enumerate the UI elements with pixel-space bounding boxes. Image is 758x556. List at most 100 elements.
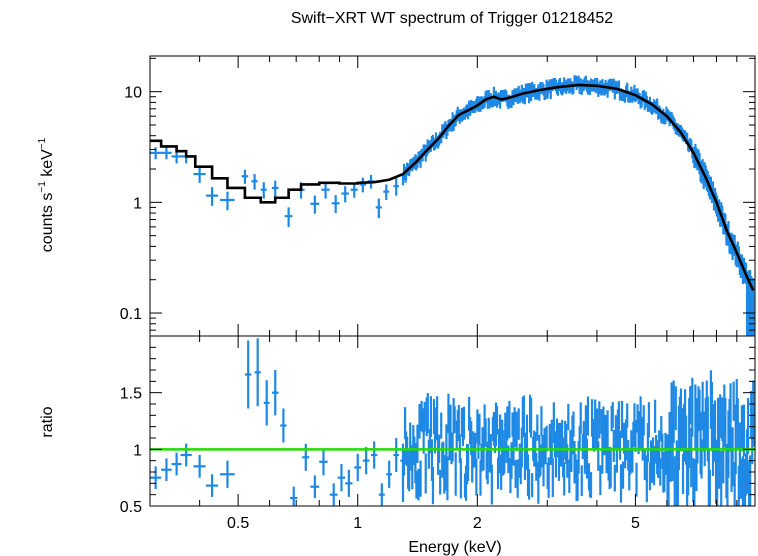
data-point bbox=[402, 450, 406, 476]
data-point bbox=[426, 393, 429, 434]
data-point bbox=[506, 406, 509, 441]
data-point bbox=[337, 464, 346, 492]
data-point bbox=[563, 462, 566, 496]
data-point bbox=[386, 460, 393, 488]
spectrum-plot-frame bbox=[149, 55, 756, 337]
data-point bbox=[551, 458, 554, 497]
data-point bbox=[585, 438, 589, 479]
data-point bbox=[490, 464, 493, 505]
data-point bbox=[635, 462, 638, 497]
data-point bbox=[680, 407, 684, 452]
data-point bbox=[593, 427, 596, 452]
spectrum-axis-ticks: 0.1 1 10 bbox=[120, 56, 756, 336]
data-point bbox=[659, 458, 662, 486]
data-point bbox=[378, 483, 385, 506]
data-point bbox=[241, 169, 249, 184]
data-point bbox=[689, 386, 692, 425]
data-point bbox=[393, 438, 399, 472]
data-point bbox=[513, 407, 516, 447]
data-point bbox=[271, 370, 279, 416]
data-point bbox=[583, 436, 586, 474]
data-point bbox=[475, 458, 478, 496]
data-point bbox=[572, 411, 575, 437]
x-tick-label: 2 bbox=[473, 515, 482, 532]
data-point bbox=[672, 380, 675, 443]
data-point bbox=[446, 456, 449, 501]
data-point bbox=[329, 483, 338, 506]
data-point bbox=[617, 401, 621, 431]
data-point bbox=[530, 397, 533, 438]
data-point bbox=[418, 404, 421, 439]
x-tick-label: 1 bbox=[353, 515, 362, 532]
data-point bbox=[732, 381, 735, 421]
data-point bbox=[341, 186, 349, 203]
data-point bbox=[731, 427, 734, 487]
data-point bbox=[345, 469, 353, 497]
data-point bbox=[205, 474, 219, 497]
data-point bbox=[375, 198, 382, 219]
data-point bbox=[271, 180, 279, 197]
y-tick-label: 10 bbox=[124, 85, 142, 102]
data-point bbox=[535, 452, 538, 481]
data-point bbox=[416, 424, 419, 463]
data-point bbox=[619, 464, 623, 503]
data-point bbox=[419, 460, 422, 497]
data-point bbox=[752, 380, 755, 447]
data-point bbox=[749, 455, 752, 506]
data-point bbox=[606, 410, 609, 455]
data-point bbox=[642, 405, 645, 436]
data-point bbox=[567, 403, 570, 431]
spectrum-model-line bbox=[150, 83, 755, 291]
data-point bbox=[547, 457, 550, 498]
data-point bbox=[621, 461, 625, 489]
data-point bbox=[354, 453, 362, 482]
spectrum-y-axis-label: counts s−1 keV−1 bbox=[37, 137, 56, 252]
data-point bbox=[600, 409, 603, 434]
data-point bbox=[597, 441, 600, 471]
data-point bbox=[254, 338, 261, 407]
data-point bbox=[691, 377, 694, 437]
data-point bbox=[729, 383, 732, 443]
data-point bbox=[584, 405, 587, 443]
data-point bbox=[741, 456, 745, 506]
data-point bbox=[645, 459, 648, 503]
data-point bbox=[508, 400, 511, 439]
ratio-y-axis-label: ratio bbox=[39, 406, 56, 437]
data-point bbox=[676, 465, 679, 506]
data-point bbox=[350, 182, 358, 198]
data-point bbox=[516, 459, 519, 498]
data-point bbox=[598, 401, 601, 439]
data-point bbox=[331, 195, 340, 214]
data-point bbox=[478, 413, 481, 446]
data-point bbox=[193, 166, 206, 183]
data-point bbox=[462, 406, 466, 440]
data-point bbox=[362, 447, 370, 475]
data-point bbox=[690, 428, 693, 488]
data-point bbox=[205, 187, 219, 206]
data-point bbox=[746, 398, 750, 455]
data-point bbox=[536, 414, 539, 441]
data-point bbox=[736, 398, 739, 450]
data-point bbox=[263, 380, 270, 426]
chart-title: Swift−XRT WT spectrum of Trigger 0121845… bbox=[291, 10, 613, 27]
data-point bbox=[720, 450, 723, 506]
data-point bbox=[531, 473, 534, 498]
data-point bbox=[579, 402, 582, 435]
y-tick-label: 0.1 bbox=[120, 306, 142, 323]
data-point bbox=[484, 418, 487, 448]
data-point bbox=[451, 432, 454, 462]
data-point bbox=[321, 182, 330, 199]
data-point bbox=[453, 406, 456, 433]
data-point bbox=[150, 147, 162, 160]
data-point bbox=[150, 466, 162, 489]
data-point bbox=[673, 456, 676, 506]
data-point bbox=[580, 465, 583, 497]
data-point bbox=[612, 429, 615, 463]
data-point bbox=[193, 455, 206, 478]
y-tick-label: 0.5 bbox=[120, 499, 142, 516]
x-tick-label: 0.5 bbox=[227, 515, 249, 532]
data-point bbox=[454, 452, 457, 496]
y-tick-label: 1 bbox=[133, 195, 142, 212]
data-point bbox=[611, 402, 614, 428]
data-point bbox=[447, 393, 450, 434]
